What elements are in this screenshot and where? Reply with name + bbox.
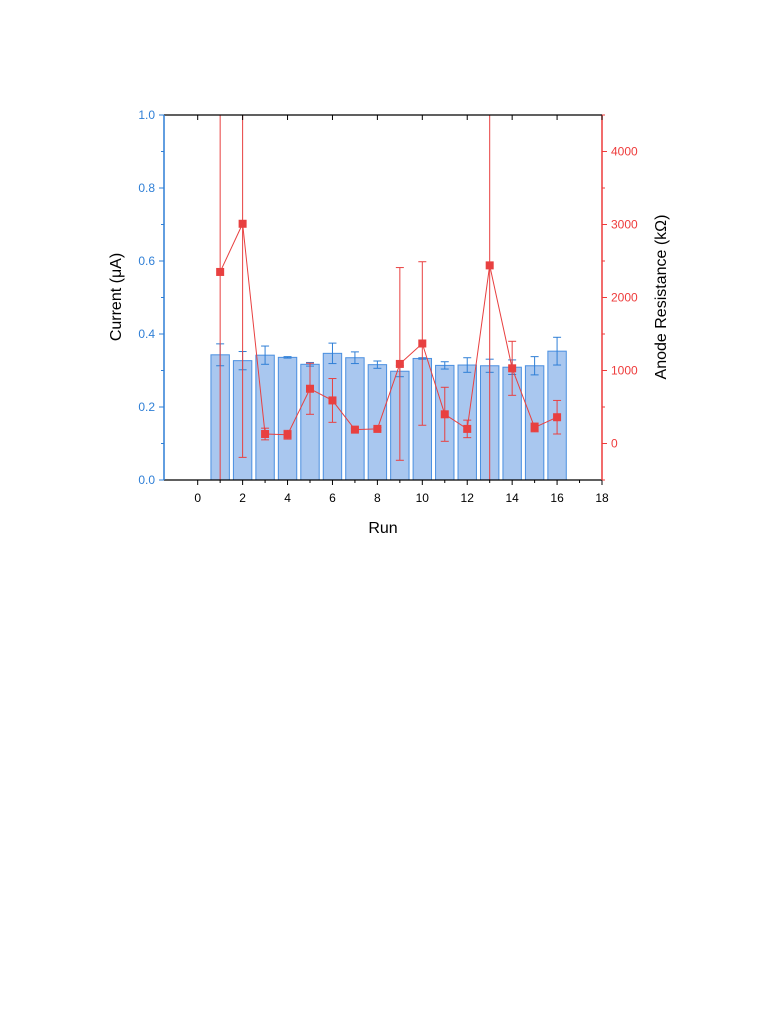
x-tick-label: 4 (284, 491, 291, 505)
x-tick-label: 2 (239, 491, 246, 505)
y-left-tick-label: 1.0 (138, 108, 155, 122)
y-left-tick-label: 0.6 (138, 254, 155, 268)
x-tick-label: 10 (416, 491, 430, 505)
bars-layer (210, 336, 567, 481)
y-axis-left-label: Current (μA) (108, 253, 125, 341)
y-left-tick-label: 0.8 (138, 181, 155, 195)
y-right-tick-label: 2000 (611, 291, 638, 305)
x-tick-label: 18 (595, 491, 609, 505)
resistance-line (219, 221, 558, 436)
x-tick-label: 12 (461, 491, 475, 505)
y-axis-right-label: Anode Resistance (kΩ) (653, 215, 670, 380)
resistance-point (463, 424, 472, 433)
resistance-point (283, 430, 292, 439)
resistance-point (530, 423, 539, 432)
resistance-point (485, 261, 494, 270)
y-right-tick-label: 4000 (611, 145, 638, 159)
resistance-point (350, 425, 359, 434)
resistance-point (553, 413, 562, 422)
y-right-tick-label: 3000 (611, 218, 638, 232)
x-tick-label: 14 (505, 491, 519, 505)
y-right-tick-label: 0 (611, 437, 618, 451)
y-left-tick-label: 0.0 (138, 473, 155, 487)
x-tick-label: 0 (194, 491, 201, 505)
resistance-series-layer (216, 115, 562, 480)
current-bar (345, 357, 365, 481)
x-tick-label: 16 (550, 491, 564, 505)
current-bar (367, 364, 388, 481)
resistance-point (261, 430, 270, 439)
x-tick-label: 6 (329, 491, 336, 505)
x-tick-label: 8 (374, 491, 381, 505)
resistance-point (328, 396, 337, 405)
resistance-point (395, 359, 404, 368)
y-left-tick-label: 0.2 (138, 400, 155, 414)
resistance-point (306, 384, 314, 393)
current-bar (277, 356, 298, 481)
resistance-point (373, 424, 382, 433)
resistance-point (418, 339, 427, 348)
resistance-point (238, 219, 247, 228)
resistance-point (440, 410, 449, 419)
axes-layer: 0 2 4 6 8 10 12 14 16 18 0.0 0.2 0.4 0.6 0.8 1.0 0 1000 20… (138, 108, 638, 505)
resistance-point (216, 267, 225, 276)
x-axis-label: Run (368, 520, 397, 537)
resistance-point (508, 364, 517, 373)
y-right-tick-label: 1000 (611, 364, 638, 378)
y-left-tick-label: 0.4 (138, 327, 155, 341)
